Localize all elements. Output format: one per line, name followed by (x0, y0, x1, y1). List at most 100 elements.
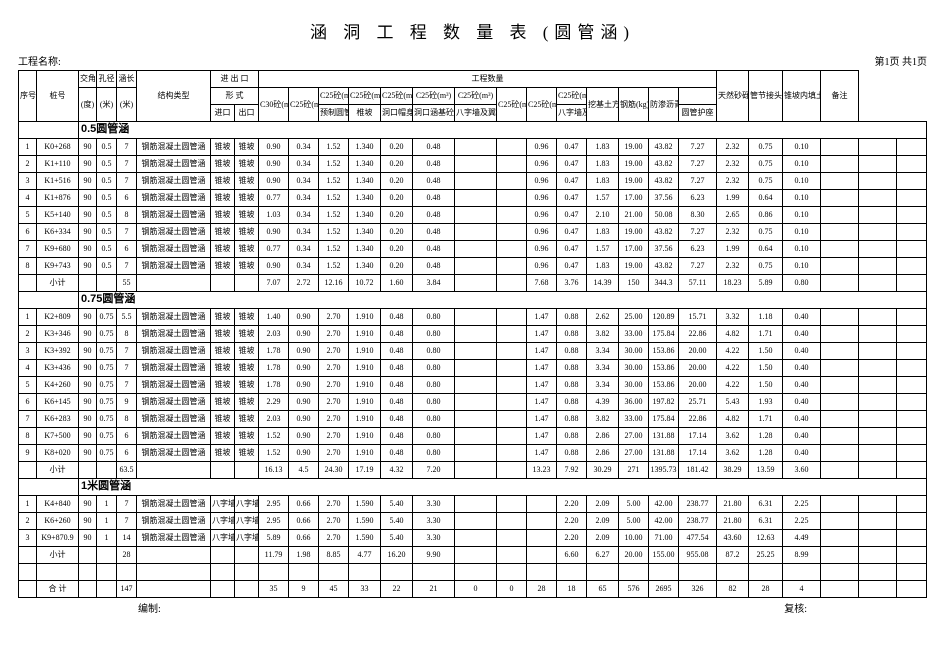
cell: 21.80 (717, 513, 749, 530)
cell: 3.34 (587, 360, 619, 377)
cell (455, 360, 497, 377)
col-header: (度) (79, 88, 97, 122)
col-header: 涵长 (117, 71, 137, 88)
cell (97, 275, 117, 292)
col-header: 圆管护座 (679, 105, 717, 122)
cell: K6+283 (37, 411, 79, 428)
cell: 90 (79, 530, 97, 547)
cell: 5.43 (717, 394, 749, 411)
cell: 0.88 (557, 428, 587, 445)
cell: 2.32 (717, 156, 749, 173)
cell: 0.48 (381, 309, 413, 326)
cell (897, 139, 927, 156)
cell (821, 224, 859, 241)
cell: 0.40 (783, 360, 821, 377)
cell: 7.27 (679, 156, 717, 173)
cell: 17.19 (349, 462, 381, 479)
cell: 1 (19, 496, 37, 513)
cell: 0.75 (749, 224, 783, 241)
cell: 0.96 (527, 156, 557, 173)
cell: 576 (619, 581, 649, 598)
cell: 2.20 (557, 513, 587, 530)
cell (749, 564, 783, 581)
cell (413, 564, 455, 581)
cell: 4.77 (349, 547, 381, 564)
cell (859, 581, 897, 598)
cell: 0.40 (783, 326, 821, 343)
cell: 90 (79, 377, 97, 394)
cell: 120.89 (649, 309, 679, 326)
cell: 锥坡 (235, 394, 259, 411)
cell: 8.30 (679, 207, 717, 224)
cell (117, 564, 137, 581)
cell: 57.11 (679, 275, 717, 292)
cell: 5.00 (619, 513, 649, 530)
cell (821, 173, 859, 190)
cell: 1.910 (349, 326, 381, 343)
cell: 9 (117, 394, 137, 411)
cell (859, 275, 897, 292)
cell: 钢筋混凝土圆管涵 (137, 428, 211, 445)
cell: 锥坡 (211, 173, 235, 190)
cell: 锥坡 (235, 309, 259, 326)
cell: 1.99 (717, 241, 749, 258)
cell: 18 (557, 581, 587, 598)
cell: 1.50 (749, 377, 783, 394)
cell: 0.80 (413, 309, 455, 326)
cell: 0.90 (289, 343, 319, 360)
cell: 0.20 (381, 139, 413, 156)
cell: 6 (117, 241, 137, 258)
cell: 19.00 (619, 258, 649, 275)
cell (497, 377, 527, 394)
cell: 22 (381, 581, 413, 598)
cell: 锥坡 (211, 207, 235, 224)
cell (211, 462, 235, 479)
col-header: (米) (117, 88, 137, 122)
cell: K4+840 (37, 496, 79, 513)
cell (859, 360, 897, 377)
cell (859, 445, 897, 462)
cell: 0.48 (381, 343, 413, 360)
cell (859, 411, 897, 428)
cell (497, 275, 527, 292)
cell: 1 (97, 530, 117, 547)
cell: 50.08 (649, 207, 679, 224)
cell: 0.66 (289, 530, 319, 547)
cell: 3.82 (587, 326, 619, 343)
cell: 0.10 (783, 190, 821, 207)
cell: 0.48 (381, 394, 413, 411)
cell: 0.34 (289, 156, 319, 173)
cell: 5.40 (381, 530, 413, 547)
cell: 33.00 (619, 411, 649, 428)
cell: 1.18 (749, 309, 783, 326)
cell: 4.22 (717, 377, 749, 394)
cell: 0.48 (413, 258, 455, 275)
cell: 33 (349, 581, 381, 598)
cell (821, 377, 859, 394)
cell: 0.5 (97, 224, 117, 241)
cell: 0.47 (557, 241, 587, 258)
cell: 7 (117, 139, 137, 156)
cell: 90 (79, 173, 97, 190)
cell (821, 343, 859, 360)
cell: 0.96 (527, 139, 557, 156)
cell: 2.70 (319, 513, 349, 530)
cell (859, 258, 897, 275)
cell: 3.34 (587, 377, 619, 394)
cell: 7 (117, 496, 137, 513)
cell (897, 496, 927, 513)
cell: K7+500 (37, 428, 79, 445)
cell: 0.75 (97, 394, 117, 411)
cell: 0.90 (289, 445, 319, 462)
cell: 1.28 (749, 445, 783, 462)
cell (821, 309, 859, 326)
cell: 2.70 (319, 343, 349, 360)
cell: 0.75 (97, 360, 117, 377)
cell: 0.80 (413, 326, 455, 343)
project-name-label: 工程名称: (18, 53, 61, 68)
cell (497, 462, 527, 479)
cell (897, 581, 927, 598)
cell: 1.590 (349, 496, 381, 513)
cell: 19.00 (619, 173, 649, 190)
cell: 0.96 (527, 224, 557, 241)
